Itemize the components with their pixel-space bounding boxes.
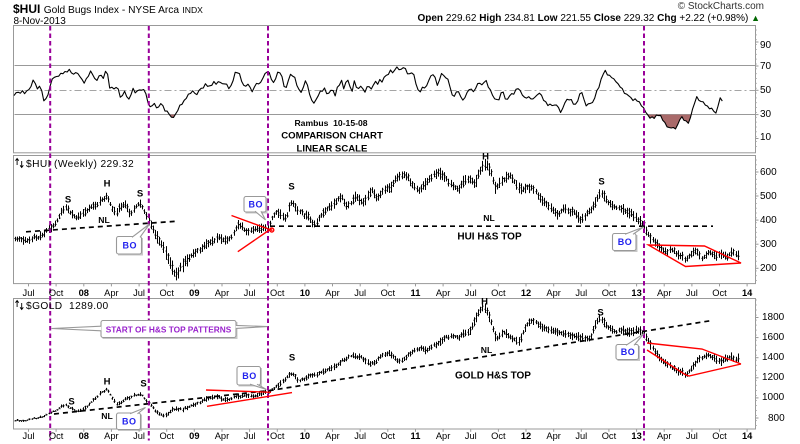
svg-text:START OF H&S TOP PATTERNS: START OF H&S TOP PATTERNS: [106, 324, 232, 334]
svg-text:BO: BO: [618, 237, 633, 247]
svg-text:BO: BO: [122, 416, 137, 426]
svg-text:BO: BO: [123, 240, 138, 250]
svg-text:BO: BO: [242, 371, 257, 381]
svg-text:BO: BO: [249, 199, 264, 209]
svg-text:BO: BO: [621, 347, 636, 357]
